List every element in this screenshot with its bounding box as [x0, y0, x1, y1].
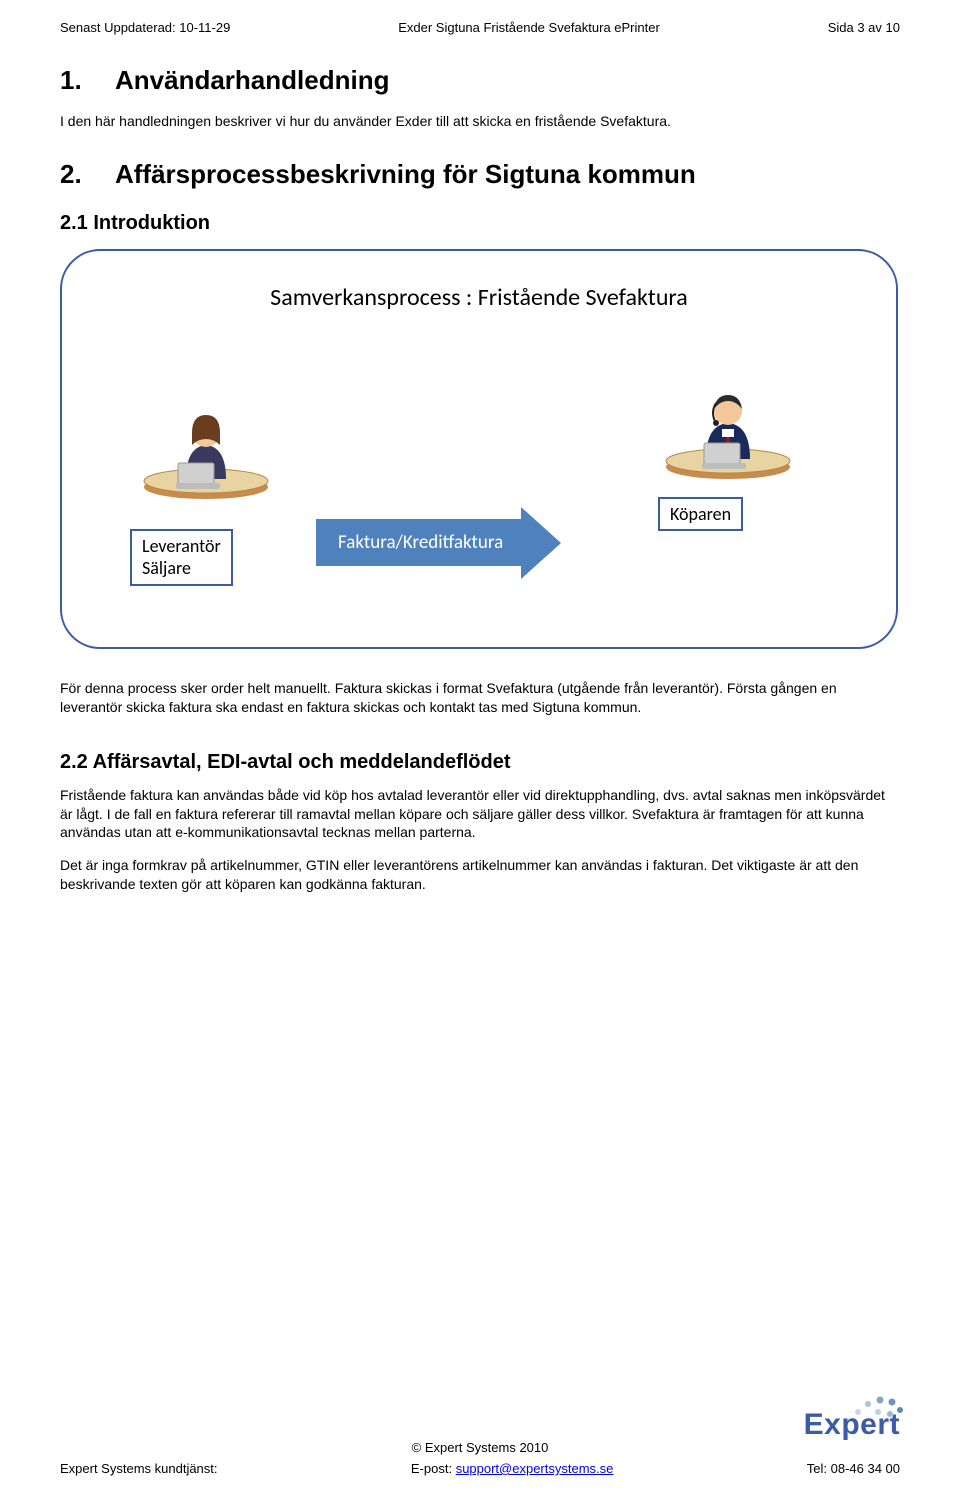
subsection-21-heading: 2.1 Introduktion — [60, 212, 900, 235]
footer-left: Expert Systems kundtjänst: — [60, 1461, 218, 1476]
seller-label-line1: Leverantör — [142, 535, 221, 558]
footer-right: Tel: 08-46 34 00 — [807, 1461, 900, 1476]
subsection-22-heading: 2.2 Affärsavtal, EDI-avtal och meddeland… — [60, 751, 900, 774]
subsection-21-para: För denna process sker order helt manuel… — [60, 679, 900, 717]
buyer-icon — [660, 379, 796, 479]
arrow-label: Faktura/Kreditfaktura — [316, 519, 521, 566]
diagram-title: Samverkansprocess : Fristående Svefaktur… — [60, 283, 898, 312]
buyer-label-text: Köparen — [670, 503, 731, 526]
page-header: Senast Uppdaterad: 10-11-29 Exder Sigtun… — [0, 0, 960, 35]
header-center: Exder Sigtuna Fristående Svefaktura ePri… — [398, 20, 660, 35]
footer-copyright: © Expert Systems 2010 — [60, 1440, 900, 1455]
footer-center: E-post: support@expertsystems.se — [411, 1461, 614, 1476]
flow-arrow: Faktura/Kreditfaktura — [316, 507, 561, 579]
seller-figure — [138, 399, 274, 547]
section-2-number: 2. — [60, 159, 115, 190]
arrow-head-icon — [521, 507, 561, 579]
footer-email-link[interactable]: support@expertsystems.se — [456, 1461, 614, 1476]
page-footer: © Expert Systems 2010 Expert Systems kun… — [0, 1440, 960, 1476]
subsection-22-p2: Det är inga formkrav på artikelnummer, G… — [60, 856, 900, 894]
subsection-22-p1: Fristående faktura kan användas både vid… — [60, 786, 900, 843]
company-logo: Expert — [804, 1408, 900, 1442]
buyer-label-box: Köparen — [658, 497, 743, 532]
section-2-heading: 2.Affärsprocessbeskrivning för Sigtuna k… — [60, 159, 900, 190]
page-content: 1.Användarhandledning I den här handledn… — [0, 35, 960, 894]
process-diagram: Samverkansprocess : Fristående Svefaktur… — [60, 249, 898, 649]
header-right: Sida 3 av 10 — [828, 20, 900, 35]
seller-icon — [138, 399, 274, 499]
section-1-number: 1. — [60, 65, 115, 96]
header-left: Senast Uppdaterad: 10-11-29 — [60, 20, 230, 35]
logo-dots-icon — [848, 1394, 908, 1420]
section-1-intro: I den här handledningen beskriver vi hur… — [60, 112, 900, 131]
section-1-title: Användarhandledning — [115, 65, 389, 95]
seller-label-box: Leverantör Säljare — [130, 529, 233, 586]
section-1-heading: 1.Användarhandledning — [60, 65, 900, 96]
section-2-title: Affärsprocessbeskrivning för Sigtuna kom… — [115, 159, 696, 189]
footer-email-prefix: E-post: — [411, 1461, 456, 1476]
seller-label-line2: Säljare — [142, 557, 221, 580]
